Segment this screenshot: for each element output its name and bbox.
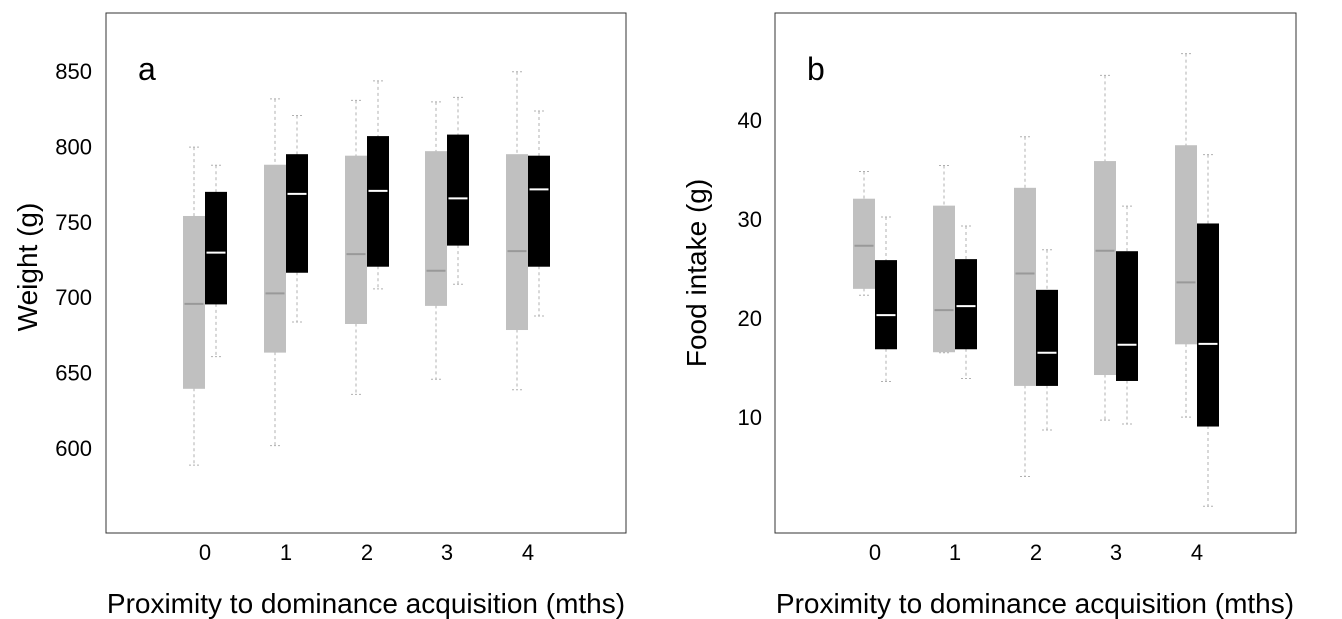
box-gray-1: [264, 98, 286, 447]
box-black-3: [447, 96, 469, 285]
panel-letter: b: [807, 51, 825, 87]
iqr-box: [1175, 145, 1197, 345]
iqr-box: [345, 155, 367, 324]
iqr-box: [425, 151, 447, 306]
x-tick-label: 0: [869, 540, 881, 565]
box-black-1: [286, 114, 308, 323]
box-series: [853, 53, 1219, 507]
x-tick-label: 0: [199, 540, 211, 565]
y-tick-label: 600: [55, 436, 92, 461]
iqr-box: [1094, 161, 1116, 376]
y-tick-label: 30: [738, 207, 762, 232]
box-gray-0: [853, 170, 875, 296]
box-black-2: [367, 80, 389, 290]
x-tick-label: 2: [1030, 540, 1042, 565]
iqr-box: [1036, 289, 1058, 386]
iqr-box: [183, 215, 205, 389]
box-black-3: [1116, 205, 1138, 425]
panel-a: a Weight (g) Proximity to dominance acqu…: [12, 12, 627, 619]
y-axis-title: Food intake (g): [681, 179, 712, 367]
box-gray-4: [506, 71, 528, 391]
box-black-1: [955, 225, 977, 379]
iqr-box: [1116, 251, 1138, 381]
y-tick-label: 650: [55, 361, 92, 386]
box-series: [183, 71, 550, 466]
panel-letter: a: [138, 51, 156, 87]
iqr-box: [367, 136, 389, 267]
box-gray-0: [183, 146, 205, 466]
x-axis-title: Proximity to dominance acquisition (mths…: [107, 588, 625, 619]
y-tick-label: 800: [55, 134, 92, 159]
plot-frame: [774, 12, 1297, 534]
y-tick-label: 850: [55, 59, 92, 84]
y-tick-labels: 10 20 30 40: [738, 108, 762, 430]
box-gray-3: [1094, 74, 1116, 421]
box-black-2: [1036, 249, 1058, 431]
y-tick-labels: 600 650 700 750 800 850: [55, 59, 92, 461]
box-black-4: [1197, 154, 1219, 507]
iqr-box: [205, 191, 227, 305]
iqr-box: [955, 259, 977, 350]
x-tick-labels: 0 1 2 3 4: [199, 540, 534, 565]
y-tick-label: 20: [738, 306, 762, 331]
box-gray-2: [1014, 136, 1036, 478]
box-gray-1: [933, 165, 955, 354]
x-tick-labels: 0 1 2 3 4: [869, 540, 1203, 565]
iqr-box: [1014, 187, 1036, 386]
x-tick-label: 2: [361, 540, 373, 565]
box-black-4: [528, 110, 550, 317]
iqr-box: [286, 154, 308, 273]
y-tick-label: 700: [55, 285, 92, 310]
y-tick-label: 10: [738, 405, 762, 430]
x-tick-label: 4: [522, 540, 534, 565]
iqr-box: [1197, 223, 1219, 427]
y-tick-label: 750: [55, 210, 92, 235]
box-gray-2: [345, 99, 367, 395]
box-gray-4: [1175, 53, 1197, 418]
box-gray-3: [425, 101, 447, 380]
iqr-box: [447, 134, 469, 246]
box-black-0: [205, 164, 227, 358]
y-tick-label: 40: [738, 108, 762, 133]
iqr-box: [264, 164, 286, 353]
panel-b: b Food intake (g) Proximity to dominance…: [681, 12, 1297, 619]
iqr-box: [933, 205, 955, 353]
x-tick-label: 3: [1110, 540, 1122, 565]
iqr-box: [875, 260, 897, 350]
y-axis-title: Weight (g): [12, 203, 43, 332]
iqr-box: [853, 198, 875, 289]
x-tick-label: 1: [280, 540, 292, 565]
x-tick-label: 3: [441, 540, 453, 565]
iqr-box: [506, 154, 528, 331]
iqr-box: [528, 155, 550, 267]
box-black-0: [875, 216, 897, 382]
x-tick-label: 4: [1191, 540, 1203, 565]
x-tick-label: 1: [949, 540, 961, 565]
x-axis-title: Proximity to dominance acquisition (mths…: [776, 588, 1294, 619]
plot-frame: [105, 12, 627, 534]
